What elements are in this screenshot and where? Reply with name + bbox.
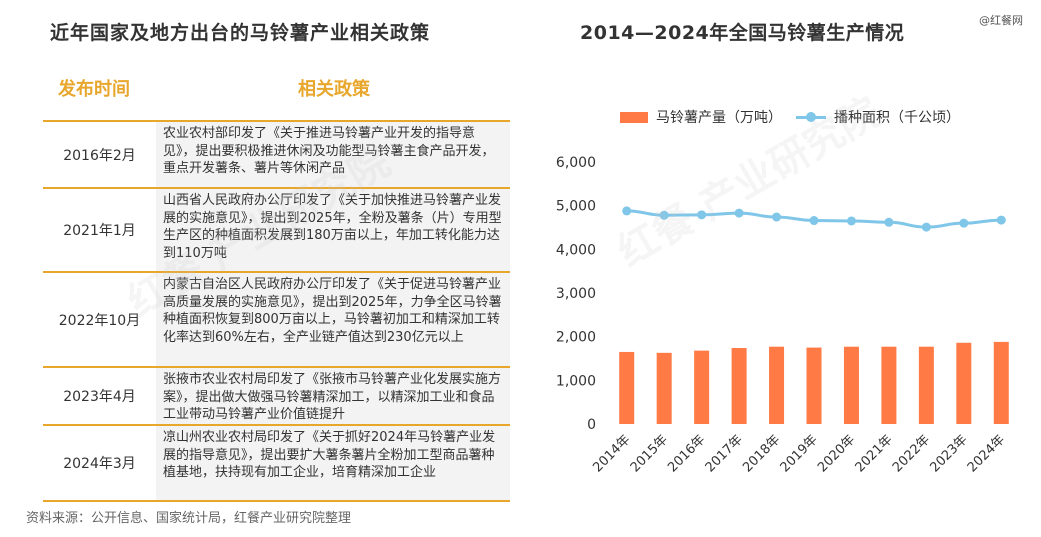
y-tick-label: 5,000 — [556, 199, 596, 215]
y-tick-label: 0 — [587, 417, 596, 433]
chart-legend: 马铃薯产量（万吨） 播种面积（千公顷） — [620, 107, 974, 127]
point-2016年 — [697, 210, 707, 220]
y-tick-label: 1,000 — [556, 373, 596, 389]
row-date: 2016年2月 — [63, 147, 136, 164]
chart-title: 2014—2024年全国马铃薯生产情况 — [580, 22, 905, 44]
source-note: 资料来源：公开信息、国家统计局，红餐产业研究院整理 — [26, 511, 352, 526]
table-row: 2022年10月 内蒙古自治区人民政府办公厅印发了《关于促进马铃薯产业高质量发展… — [43, 273, 510, 368]
x-tick-label: 2016年 — [665, 432, 708, 475]
brand-mark: @红餐网 — [979, 14, 1023, 27]
point-2018年 — [772, 212, 782, 222]
point-2017年 — [734, 208, 744, 218]
bar-swatch-icon — [620, 111, 648, 123]
row-date: 2022年10月 — [58, 312, 141, 329]
point-2019年 — [809, 216, 819, 226]
column-header-time: 发布时间 — [58, 79, 130, 100]
x-tick-label: 2018年 — [740, 432, 783, 475]
x-tick-label: 2020年 — [815, 432, 858, 475]
x-tick-label: 2023年 — [927, 432, 970, 475]
bar-2019年 — [806, 347, 822, 424]
bar-2024年 — [993, 341, 1009, 424]
legend-label-production: 马铃薯产量（万吨） — [656, 110, 782, 126]
x-tick-label: 2021年 — [853, 432, 896, 475]
bar-2022年 — [918, 346, 934, 424]
x-axis-ticks: 2014年2015年2016年2017年2018年2019年2020年2021年… — [590, 432, 1008, 475]
point-2024年 — [996, 215, 1006, 225]
table-row: 2016年2月 农业农村部印发了《关于推进马铃薯产业开发的指导意见》，提出要积极… — [43, 122, 510, 189]
bar-series — [619, 341, 1009, 424]
bar-2018年 — [769, 346, 785, 424]
bar-2015年 — [656, 352, 672, 424]
point-2022年 — [921, 222, 931, 232]
row-policy: 山西省人民政府办公厅印发了《关于加快推进马铃薯产业发展的实施意见》，提出到202… — [156, 189, 510, 271]
x-tick-label: 2024年 — [965, 432, 1008, 475]
y-tick-label: 3,000 — [556, 286, 596, 302]
y-axis-ticks: 6,000 5,000 4,000 3,000 2,000 1,000 0 — [556, 155, 596, 433]
x-tick-label: 2019年 — [778, 432, 821, 475]
y-tick-label: 2,000 — [556, 330, 596, 346]
policy-panel: 近年国家及地方出台的马铃薯产业相关政策 发布时间 相关政策 2016年2月 农业… — [0, 0, 520, 537]
row-date: 2023年4月 — [63, 389, 136, 405]
point-2020年 — [846, 216, 856, 226]
x-tick-label: 2015年 — [628, 432, 671, 475]
line-series — [622, 206, 1006, 232]
point-2015年 — [659, 210, 669, 220]
x-tick-label: 2022年 — [890, 432, 933, 475]
x-tick-label: 2014年 — [590, 432, 633, 475]
bar-2016年 — [694, 350, 710, 424]
legend-item-production: 马铃薯产量（万吨） — [620, 107, 782, 127]
bar-2023年 — [956, 342, 972, 424]
bar-2014年 — [619, 351, 635, 424]
point-2023年 — [959, 218, 969, 228]
policy-title: 近年国家及地方出台的马铃薯产业相关政策 — [50, 22, 431, 44]
bar-2017年 — [731, 348, 747, 424]
line-swatch-icon — [796, 111, 826, 123]
row-policy: 农业农村部印发了《关于推进马铃薯产业开发的指导意见》，提出要积极推进休闲及功能型… — [156, 122, 510, 187]
row-policy: 张掖市农业农村局印发了《张掖市马铃薯产业化发展实施方案》，提出做大做强马铃薯精深… — [156, 368, 510, 424]
point-2014年 — [622, 206, 632, 216]
x-tick-label: 2017年 — [703, 432, 746, 475]
row-policy: 内蒙古自治区人民政府办公厅印发了《关于促进马铃薯产业高质量发展的实施意见》，提出… — [156, 273, 510, 366]
table-row: 2023年4月 张掖市农业农村局印发了《张掖市马铃薯产业化发展实施方案》，提出做… — [43, 368, 510, 426]
policy-table: 2016年2月 农业农村部印发了《关于推进马铃薯产业开发的指导意见》，提出要积极… — [43, 120, 510, 502]
y-tick-label: 6,000 — [556, 155, 596, 171]
row-date: 2024年3月 — [63, 456, 136, 472]
table-row: 2021年1月 山西省人民政府办公厅印发了《关于加快推进马铃薯产业发展的实施意见… — [43, 189, 510, 273]
table-row: 2024年3月 凉山州农业农村局印发了《关于抓好2024年马铃薯产业发展的指导意… — [43, 426, 510, 502]
bar-2020年 — [843, 346, 859, 424]
y-tick-label: 4,000 — [556, 242, 596, 258]
legend-item-area: 播种面积（千公顷） — [796, 107, 960, 127]
row-date: 2021年1月 — [63, 223, 136, 239]
point-2021年 — [884, 217, 894, 227]
row-policy: 凉山州农业农村局印发了《关于抓好2024年马铃薯产业发展的指导意见》，提出要扩大… — [156, 426, 510, 500]
bar-2021年 — [881, 346, 897, 424]
chart-panel: 2014—2024年全国马铃薯生产情况 @红餐网 马铃薯产量（万吨） 播种面积（… — [520, 0, 1041, 537]
legend-label-area: 播种面积（千公顷） — [834, 110, 960, 126]
column-header-policy: 相关政策 — [298, 79, 370, 100]
